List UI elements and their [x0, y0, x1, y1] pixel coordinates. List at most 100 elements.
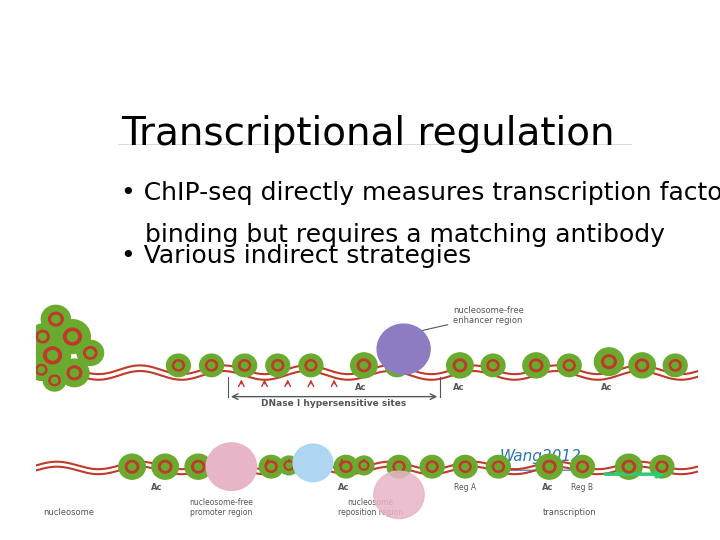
- Circle shape: [393, 461, 405, 472]
- Text: nucleosome: nucleosome: [44, 509, 94, 517]
- Text: nucleosome-free
promoter region: nucleosome-free promoter region: [189, 498, 253, 517]
- Circle shape: [259, 455, 283, 478]
- Circle shape: [454, 359, 467, 372]
- Circle shape: [268, 463, 274, 470]
- Circle shape: [272, 360, 284, 371]
- Circle shape: [351, 353, 377, 378]
- Circle shape: [51, 377, 58, 383]
- Circle shape: [71, 369, 78, 377]
- Circle shape: [284, 461, 294, 470]
- Circle shape: [206, 360, 217, 371]
- Text: Wang2012: Wang2012: [499, 449, 581, 464]
- Circle shape: [343, 463, 349, 470]
- Circle shape: [63, 328, 81, 345]
- Circle shape: [48, 312, 63, 326]
- Circle shape: [459, 461, 471, 472]
- Circle shape: [173, 360, 184, 371]
- Circle shape: [239, 360, 251, 371]
- Circle shape: [305, 360, 317, 371]
- Circle shape: [546, 463, 553, 470]
- Circle shape: [656, 461, 668, 472]
- Circle shape: [650, 455, 674, 478]
- Circle shape: [166, 354, 190, 376]
- Circle shape: [44, 347, 61, 364]
- Circle shape: [639, 362, 646, 369]
- Circle shape: [616, 454, 642, 479]
- Circle shape: [429, 463, 436, 470]
- Circle shape: [532, 362, 540, 369]
- Circle shape: [266, 354, 289, 376]
- Circle shape: [387, 455, 411, 478]
- Circle shape: [279, 456, 299, 475]
- Circle shape: [274, 362, 281, 368]
- Circle shape: [43, 370, 66, 391]
- Circle shape: [334, 455, 358, 478]
- Circle shape: [454, 455, 477, 478]
- Circle shape: [39, 333, 46, 340]
- Circle shape: [456, 362, 464, 369]
- Circle shape: [385, 354, 409, 376]
- Circle shape: [605, 358, 613, 366]
- Circle shape: [396, 463, 402, 470]
- Circle shape: [208, 362, 215, 368]
- Circle shape: [55, 320, 90, 354]
- Circle shape: [233, 354, 256, 376]
- Circle shape: [523, 353, 549, 378]
- Circle shape: [77, 340, 104, 366]
- Circle shape: [566, 362, 572, 368]
- Circle shape: [536, 454, 562, 479]
- Text: Reg B: Reg B: [572, 483, 593, 492]
- Circle shape: [35, 339, 71, 372]
- Circle shape: [487, 360, 499, 371]
- Circle shape: [629, 353, 655, 378]
- Circle shape: [84, 347, 97, 359]
- Text: • ChIP-seq directly measures transcription factor (TF): • ChIP-seq directly measures transcripti…: [121, 181, 720, 205]
- Circle shape: [49, 375, 60, 386]
- Circle shape: [495, 463, 502, 470]
- Circle shape: [38, 367, 45, 373]
- Circle shape: [663, 354, 687, 376]
- Circle shape: [185, 454, 212, 479]
- Text: Ac: Ac: [355, 383, 366, 393]
- Circle shape: [570, 455, 595, 478]
- Circle shape: [52, 315, 60, 323]
- Text: transcription: transcription: [542, 509, 596, 517]
- Circle shape: [86, 349, 94, 356]
- Circle shape: [199, 354, 223, 376]
- Circle shape: [595, 348, 624, 375]
- Circle shape: [357, 359, 371, 372]
- Text: Ac: Ac: [453, 383, 464, 393]
- Circle shape: [293, 444, 333, 482]
- Circle shape: [577, 461, 588, 472]
- Circle shape: [194, 463, 202, 470]
- Circle shape: [391, 360, 403, 371]
- Circle shape: [361, 463, 366, 468]
- Circle shape: [206, 443, 256, 490]
- Circle shape: [265, 461, 277, 472]
- Circle shape: [192, 461, 205, 473]
- Circle shape: [625, 463, 633, 470]
- Circle shape: [672, 362, 678, 368]
- Text: • Various indirect strategies: • Various indirect strategies: [121, 244, 471, 268]
- Circle shape: [622, 461, 636, 473]
- Text: binding but requires a matching antibody: binding but requires a matching antibody: [121, 223, 665, 247]
- Circle shape: [307, 362, 314, 368]
- Circle shape: [36, 330, 49, 343]
- Circle shape: [543, 461, 556, 473]
- Circle shape: [30, 359, 53, 380]
- Circle shape: [446, 353, 473, 378]
- Circle shape: [68, 332, 78, 341]
- Circle shape: [36, 364, 47, 375]
- Text: Ac: Ac: [338, 483, 350, 492]
- Circle shape: [670, 360, 681, 371]
- Circle shape: [128, 463, 136, 470]
- Circle shape: [360, 362, 368, 369]
- Circle shape: [67, 366, 81, 380]
- Circle shape: [636, 359, 649, 372]
- Circle shape: [557, 354, 581, 376]
- Text: Ac: Ac: [150, 483, 162, 492]
- Circle shape: [340, 461, 352, 472]
- Circle shape: [602, 355, 616, 368]
- Circle shape: [241, 362, 248, 368]
- Circle shape: [377, 324, 430, 374]
